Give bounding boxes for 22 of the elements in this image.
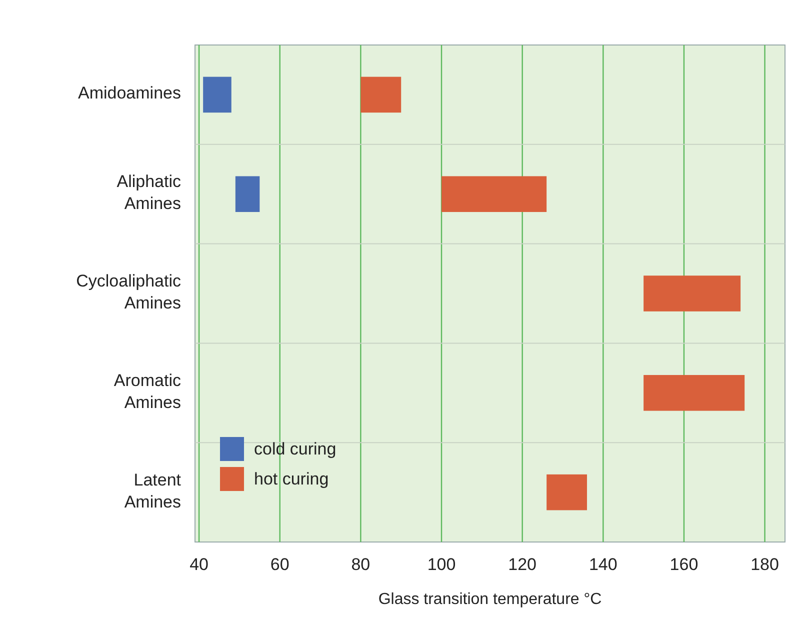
x-axis-title: Glass transition temperature °C bbox=[378, 591, 602, 608]
bar bbox=[203, 76, 232, 113]
bar bbox=[644, 276, 741, 312]
y-tick-label: Aliphatic Amines bbox=[116, 172, 182, 214]
legend-label: hot curing bbox=[254, 469, 329, 488]
x-tick-label: 100 bbox=[427, 555, 456, 574]
bar bbox=[442, 176, 547, 212]
x-tick-label: 80 bbox=[351, 555, 370, 574]
bar bbox=[235, 176, 260, 212]
x-tick-label: 60 bbox=[270, 555, 290, 574]
y-tick-label: Aromatic Amines bbox=[114, 371, 182, 412]
bar bbox=[546, 474, 587, 510]
x-tick-label: 180 bbox=[750, 555, 779, 574]
bar bbox=[360, 76, 402, 113]
x-tick-label: 140 bbox=[588, 555, 618, 574]
bar bbox=[644, 375, 745, 411]
x-tick-label: 160 bbox=[670, 555, 698, 574]
y-tick-label: Amidoamines bbox=[78, 84, 181, 104]
y-tick-label: Cycloaliphatic Amines bbox=[76, 272, 182, 313]
x-tick-label: 120 bbox=[508, 555, 537, 574]
x-tick-label: 40 bbox=[190, 555, 208, 574]
y-tick-label: Latent Amines bbox=[124, 470, 182, 512]
